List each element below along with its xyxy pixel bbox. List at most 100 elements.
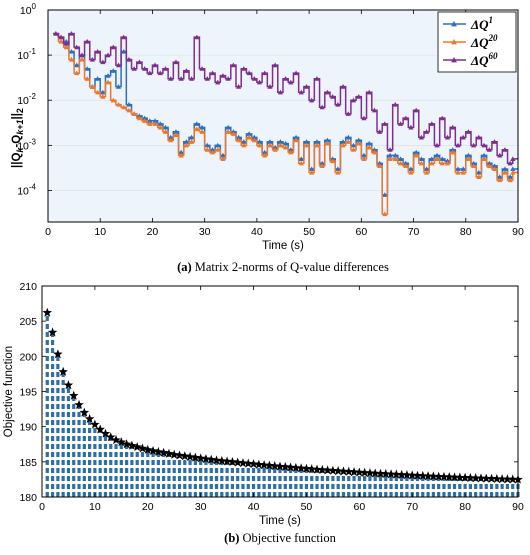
data-point	[110, 97, 116, 103]
data-point	[178, 149, 184, 155]
data-point	[361, 156, 367, 162]
y-tick-label: 185	[19, 457, 37, 469]
data-point	[502, 166, 508, 172]
y-label-part: ||Q	[11, 153, 23, 168]
data-point	[256, 142, 263, 148]
data-point	[106, 432, 116, 442]
data-point	[397, 121, 404, 126]
data-point	[121, 104, 127, 110]
data-point	[444, 472, 454, 482]
x-tick-label: 90	[512, 226, 524, 238]
plot-a-frame	[47, 9, 519, 223]
data-point	[296, 463, 306, 473]
plot-b-y-axis-label: Objective function	[3, 346, 15, 437]
data-point	[423, 471, 433, 481]
data-point	[328, 465, 338, 475]
data-point	[143, 444, 153, 454]
data-point	[377, 129, 383, 134]
data-point	[136, 115, 142, 121]
x-tick-label: 60	[353, 501, 365, 513]
data-point	[152, 62, 158, 68]
y-tick-exp: -1	[29, 47, 37, 56]
y-tick-label: 10-1	[17, 47, 36, 62]
y-tick-label: 10-4	[17, 182, 36, 197]
data-point	[211, 455, 222, 465]
data-point	[236, 137, 242, 143]
data-point	[434, 152, 440, 158]
data-point	[259, 460, 269, 470]
data-point	[356, 94, 362, 99]
data-point	[74, 70, 80, 76]
data-point	[199, 66, 205, 71]
data-point	[309, 166, 315, 172]
data-point	[157, 70, 163, 76]
data-point	[147, 121, 153, 126]
data-point	[47, 327, 58, 337]
data-point	[283, 144, 289, 150]
legend-label-base: ΔQ	[470, 17, 489, 32]
data-point	[153, 446, 164, 457]
data-point	[408, 166, 414, 172]
data-point	[195, 453, 206, 463]
data-point	[324, 89, 330, 95]
data-point	[189, 76, 195, 81]
data-point	[180, 451, 190, 461]
data-point	[350, 142, 357, 148]
data-point	[465, 472, 476, 482]
data-point	[481, 473, 492, 483]
data-point	[486, 473, 497, 483]
data-point	[359, 467, 370, 477]
data-point	[510, 156, 516, 162]
data-point	[105, 73, 111, 78]
data-point	[344, 466, 354, 476]
data-point	[110, 44, 116, 50]
data-point	[396, 469, 407, 479]
data-point	[340, 142, 346, 148]
data-point	[63, 40, 69, 46]
y-tick-exp: -2	[29, 92, 37, 101]
y-tick-base: 10	[17, 185, 29, 197]
data-point	[424, 169, 430, 175]
data-point	[115, 102, 122, 107]
data-point	[413, 152, 419, 158]
data-point	[84, 76, 90, 81]
data-point	[408, 169, 414, 175]
data-point	[275, 461, 285, 471]
data-point	[476, 473, 486, 483]
data-point	[58, 366, 68, 376]
data-point	[391, 469, 402, 479]
data-point	[183, 142, 189, 148]
data-point	[418, 470, 428, 480]
data-point	[142, 118, 148, 123]
data-point	[74, 399, 84, 409]
x-tick-label: 70	[406, 501, 418, 513]
data-point	[248, 459, 259, 469]
data-point	[89, 56, 95, 62]
data-point	[471, 142, 477, 148]
data-point	[251, 76, 257, 81]
legend-label-exp: 1	[489, 15, 494, 25]
data-point	[100, 428, 111, 438]
data-point	[507, 177, 513, 183]
y-tick-exp: -4	[29, 182, 37, 191]
data-point	[142, 115, 148, 121]
data-point	[450, 147, 456, 152]
y-tick-label: 180	[19, 492, 37, 504]
y-tick-label: 200	[19, 351, 37, 363]
data-point	[53, 30, 59, 36]
data-point	[164, 448, 174, 458]
data-point	[392, 152, 398, 158]
data-point	[74, 44, 80, 50]
data-point	[74, 62, 80, 68]
data-point	[361, 115, 367, 121]
data-point	[465, 156, 471, 162]
x-tick-label: 40	[248, 501, 260, 513]
data-point	[126, 102, 132, 107]
x-tick-label: 40	[251, 226, 263, 238]
data-point	[429, 160, 435, 166]
data-point	[204, 76, 210, 81]
legend-label-exp: 60	[489, 51, 499, 61]
data-point	[491, 166, 498, 172]
data-point	[100, 59, 106, 65]
x-tick-label: 60	[355, 226, 367, 238]
